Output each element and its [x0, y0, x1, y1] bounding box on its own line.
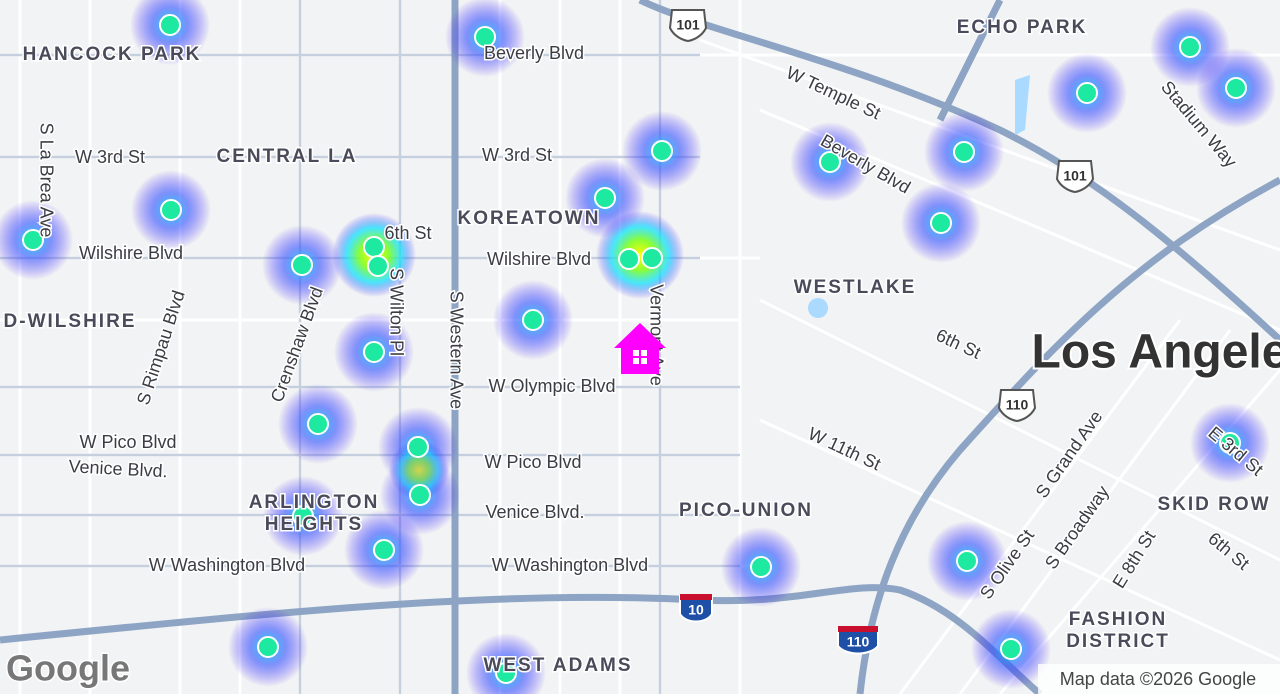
street-label: S Wilton Pl	[386, 268, 406, 356]
street-label: Venice Blvd.	[485, 502, 584, 522]
highway-shields: 101 101 110 10 110	[668, 9, 1095, 655]
neighborhood-label: FASHION	[1069, 609, 1167, 630]
google-logo[interactable]: Google	[5, 646, 132, 690]
neighborhood-label: ECHO PARK	[957, 17, 1088, 38]
neighborhood-label: HANCOCK PARK	[23, 44, 202, 65]
shield-label: 101	[676, 17, 700, 33]
street-label: S Western Ave	[446, 291, 466, 409]
lake	[808, 298, 828, 318]
lake	[1015, 75, 1030, 135]
street-label: W Pico Blvd	[484, 452, 581, 472]
street-label: W 3rd St	[482, 145, 552, 165]
neighborhood-label: ARLINGTON	[249, 492, 380, 513]
neighborhood-label: KOREATOWN	[458, 208, 601, 229]
city-label: Los Angele	[1032, 326, 1280, 379]
street-label: Wilshire Blvd	[79, 243, 183, 263]
shield-label: 10	[688, 602, 704, 618]
shield-label: 101	[1063, 168, 1087, 184]
street-label: S La Brea Ave	[36, 123, 56, 238]
neighborhood-label: SKID ROW	[1157, 494, 1270, 515]
street-label: W 3rd St	[75, 147, 145, 167]
street-label: 6th St	[384, 223, 431, 243]
attribution-bg	[1038, 664, 1280, 694]
neighborhood-label: D-WILSHIRE	[4, 311, 137, 332]
street-label: Wilshire Blvd	[487, 249, 591, 269]
shield-label: 110	[847, 634, 870, 650]
street-label: Beverly Blvd	[484, 43, 584, 63]
street-label: W Washington Blvd	[492, 555, 648, 575]
neighborhood-label: DISTRICT	[1066, 631, 1170, 652]
neighborhood-label: HEIGHTS	[265, 514, 363, 535]
neighborhood-labels: HANCOCK PARK CENTRAL LA KOREATOWN WESTLA…	[2, 16, 1270, 678]
home-marker[interactable]	[614, 323, 666, 374]
neighborhood-label: WEST ADAMS	[483, 655, 632, 676]
neighborhood-label: PICO-UNION	[679, 500, 813, 521]
shield-label: 110	[1006, 397, 1029, 413]
street-label: W Olympic Blvd	[488, 376, 615, 396]
neighborhood-label: WESTLAKE	[794, 277, 917, 298]
street-label: W Washington Blvd	[149, 555, 305, 575]
neighborhood-label: CENTRAL LA	[216, 146, 357, 167]
street-label: W Pico Blvd	[79, 432, 176, 452]
attribution[interactable]: Map data ©2026 Google	[1060, 669, 1256, 689]
